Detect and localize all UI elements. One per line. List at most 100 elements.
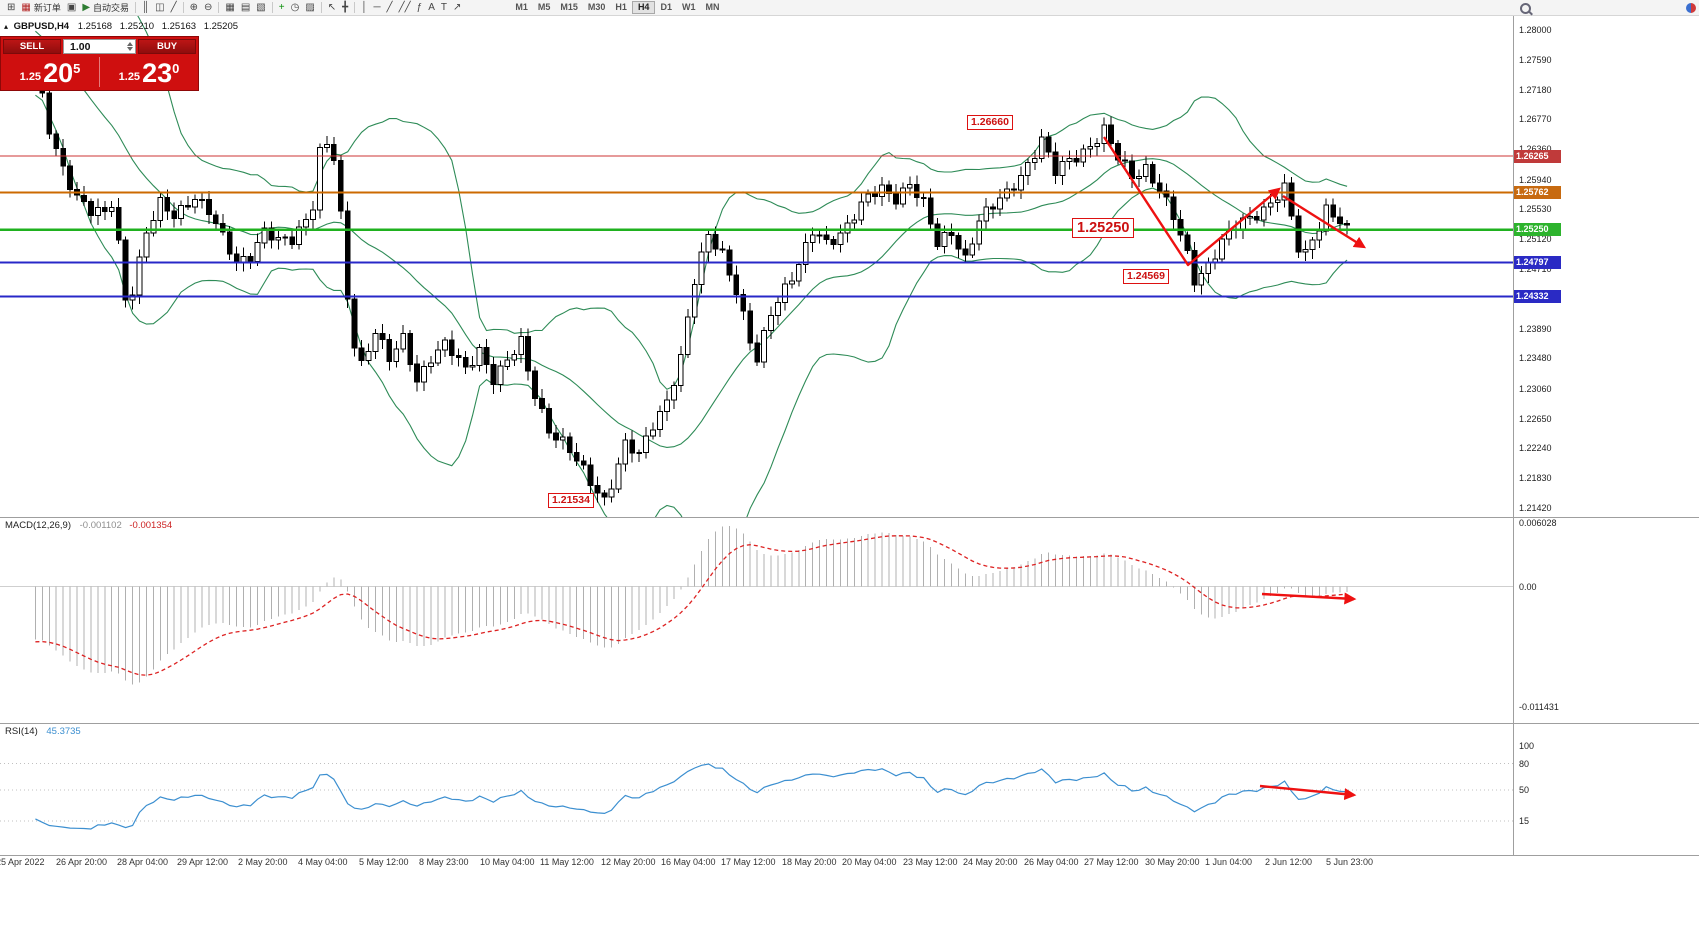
macd-indicator-label: MACD(12,26,9) -0.001102 -0.001354 [5,520,172,531]
price-axis-separator [1513,16,1514,855]
ask-price[interactable]: 1.25 23 0 [100,55,198,89]
cascade-windows-button[interactable]: ▤ [238,1,253,15]
autotrading-icon: ▶ [82,1,91,13]
price-level-tag: 1.25762 [1513,186,1561,199]
timeframe-h4[interactable]: H4 [631,1,656,14]
horizontal-line-button[interactable]: ─ [370,1,383,15]
chart-window-icon: ▣ [66,1,77,13]
fibonacci-button[interactable]: ƒ [414,1,426,15]
shapes-button[interactable]: ↗ [450,1,464,15]
time-axis-label: 26 May 04:00 [1024,857,1079,867]
macd-signal-value: -0.001354 [129,520,173,531]
time-axis-label: 26 Apr 20:00 [56,857,108,867]
label-button[interactable]: T [438,1,450,15]
rsi-line [35,763,1348,830]
time-axis-label: 23 May 12:00 [903,857,958,867]
timeframe-d1[interactable]: D1 [660,2,672,12]
time-axis-label: 20 May 04:00 [842,857,897,867]
autotrading-button[interactable]: ▶ 自动交易 [79,1,132,15]
line-chart-button[interactable]: ╱ [168,1,180,15]
low-value: 1.25163 [161,21,197,32]
buy-button[interactable]: BUY [138,39,196,54]
zoom-out-button[interactable]: ⊖ [201,1,215,15]
axis-separator [0,855,1699,856]
main-price-chart[interactable] [0,16,1513,517]
channel-icon: ╱╱ [398,1,411,13]
one-click-collapse-icon[interactable]: ▴ [4,22,9,31]
text-button[interactable]: A [425,1,438,15]
timeframe-h1[interactable]: H1 [615,2,627,12]
bar-chart-button[interactable]: ║ [139,1,152,15]
trendline-button[interactable]: ╱ [384,1,396,15]
timeframe-m5[interactable]: M5 [537,2,551,12]
timeframe-mn[interactable]: MN [705,2,720,12]
open-value: 1.25168 [77,21,113,32]
zoom-in-icon: ⊕ [189,1,198,13]
crosshair-button[interactable]: ╋ [339,1,351,15]
vertical-line-button[interactable]: │ [358,1,370,15]
macd-name: MACD(12,26,9) [5,520,71,531]
volume-decrease-icon[interactable] [127,47,133,51]
symbol-label: GBPUSD,H4 [13,21,70,32]
auto-arrange-icon: ▧ [256,1,266,13]
cascade-windows-icon: ▤ [240,1,251,13]
one-click-trading-panel: SELL 1.00 BUY 1.25 20 5 1.25 23 0 [0,36,199,91]
new-chart-button[interactable]: ⊞ [4,1,18,15]
zoom-in-button[interactable]: ⊕ [187,1,201,15]
new-order-button[interactable]: ▦ 新订单 [18,1,63,15]
time-axis-label: 30 May 20:00 [1145,857,1200,867]
candlestick-chart-button[interactable]: ◫ [152,1,167,15]
candlestick-chart-icon: ◫ [155,1,165,13]
macd-panel-chart[interactable] [0,517,1513,723]
search-icon[interactable] [1520,3,1531,14]
trend-arrows[interactable] [1102,136,1367,267]
price-axis-label: 1.24710 [1519,264,1552,274]
channel-button[interactable]: ╱╱ [396,1,414,15]
rsi-axis-label: 100 [1519,741,1535,751]
rsi-axis-label: 15 [1519,816,1530,826]
time-axis-label: 18 May 20:00 [782,857,837,867]
chart-ohlc-line: ▴ GBPUSD,H4 1.25168 1.25210 1.25163 1.25… [4,21,243,32]
timeframe-m15[interactable]: M15 [560,2,578,12]
panel-separator[interactable] [0,723,1699,724]
cursor-button[interactable]: ↖ [325,1,339,15]
time-axis-label: 8 May 23:00 [419,857,469,867]
panel-separator[interactable] [0,517,1699,518]
period-selector-button[interactable]: ◷ [288,1,303,15]
templates-button[interactable]: ▨ [302,1,317,15]
time-axis: 25 Apr 2022 26 Apr 20:00 28 Apr 04:00 29 Ap… [0,857,1513,870]
macd-trend-arrow[interactable] [1261,592,1357,605]
text-icon: A [428,1,435,13]
rsi-panel-chart[interactable] [0,723,1513,855]
price-level-tag: 1.24797 [1513,256,1561,269]
rsi-axis-label: 80 [1519,759,1530,769]
price-level-tag: 1.26265 [1513,150,1561,163]
bollinger-bands [35,16,1348,517]
time-axis-label: 4 May 04:00 [298,857,348,867]
new-order-button-label: 新订单 [33,3,61,13]
time-axis-label: 5 Jun 23:00 [1326,857,1374,867]
price-axis-label: 1.21830 [1519,473,1552,483]
timeframe-w1[interactable]: W1 [681,2,696,12]
zoom-out-icon: ⊖ [204,1,213,13]
add-indicator-button[interactable]: + [276,1,288,15]
toolbar-separator [271,2,273,13]
horizontal-level-lines[interactable] [0,155,1513,298]
volume-increase-icon[interactable] [127,42,133,46]
time-axis-label: 17 May 12:00 [721,857,776,867]
sell-button[interactable]: SELL [3,39,61,54]
autotrading-button-label: 自动交易 [93,3,130,13]
volume-input[interactable]: 1.00 [63,39,136,54]
candles [32,59,1350,506]
timeframe-m30[interactable]: M30 [587,2,606,12]
rsi-trend-arrow[interactable] [1259,784,1357,801]
auto-arrange-button[interactable]: ▧ [253,1,268,15]
bid-price[interactable]: 1.25 20 5 [1,55,99,89]
timeframe-m1[interactable]: M1 [515,2,528,12]
toolbar-spacer [464,7,510,8]
price-axis-label: 1.21420 [1519,503,1552,513]
price-axis-label: 1.25530 [1519,204,1552,214]
macd-axis-label: -0.011431 [1519,702,1559,712]
chart-window-button[interactable]: ▣ [64,1,79,15]
tile-windows-button[interactable]: ▦ [222,1,237,15]
